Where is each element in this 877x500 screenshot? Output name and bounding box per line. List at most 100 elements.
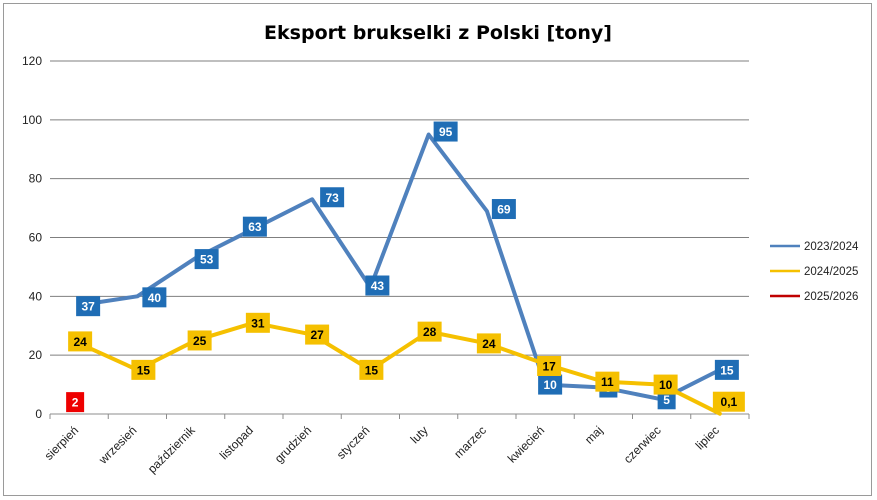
data-label-text: 17 [542, 359, 556, 373]
data-label-2023-2024: 37 [76, 296, 101, 317]
data-label-2023-2024: 15 [714, 359, 739, 380]
y-tick-label: 20 [29, 348, 43, 362]
data-label-2023-2024: 95 [433, 121, 458, 142]
data-label-box [417, 321, 442, 342]
data-label-box [653, 374, 678, 395]
y-tick-label: 120 [22, 54, 42, 68]
x-tick-label: wrzesień [95, 423, 139, 467]
data-label-2023-2024: 69 [491, 199, 516, 220]
data-label-2024-2025: 11 [595, 371, 620, 392]
legend-label: 2023/2024 [804, 241, 859, 253]
data-label-box [433, 121, 458, 142]
y-tick-label: 100 [22, 113, 42, 127]
x-tick-label: październik [145, 423, 199, 477]
data-label-box [66, 392, 85, 413]
y-tick-label: 80 [29, 172, 43, 186]
data-label-box [187, 330, 212, 351]
x-axis-ticks: sierpień wrzesień październik listopad grudz… [42, 423, 722, 477]
data-label-text: 2 [72, 396, 79, 410]
data-label-text: 15 [720, 363, 734, 377]
data-label-box [712, 391, 745, 412]
data-label-box [476, 333, 501, 354]
data-label-2024-2025: 31 [245, 312, 270, 333]
x-tick-label: styczeń [334, 423, 373, 462]
data-label-2023-2024: 63 [242, 216, 267, 237]
data-label-2025-2026: 2 [66, 392, 85, 413]
series-line-2024-2025 [77, 320, 722, 416]
data-label-2024-2025: 27 [305, 324, 330, 345]
y-tick-label: 40 [29, 289, 43, 303]
data-label-text: 24 [73, 335, 87, 349]
x-tick-label: kwiecień [505, 423, 547, 465]
data-label-2024-2025: 15 [131, 359, 156, 380]
x-tick-label: maj [582, 423, 606, 447]
data-label-box [131, 359, 156, 380]
data-label-box [76, 296, 101, 317]
data-label-box [242, 216, 267, 237]
data-label-text: 15 [365, 363, 379, 377]
data-label-2024-2025: 28 [417, 321, 442, 342]
data-label-2024-2025: 15 [359, 359, 384, 380]
data-label-text: 31 [251, 316, 265, 330]
data-label-2023-2024: 43 [365, 275, 390, 296]
data-label-2023-2024: 73 [320, 187, 345, 208]
data-label-2024-2025: 24 [476, 333, 501, 354]
data-label-box [194, 249, 219, 270]
data-label-text: 11 [601, 375, 614, 389]
legend-label: 2024/2025 [804, 266, 858, 278]
series-lines [77, 132, 722, 416]
data-label-text: 40 [148, 291, 162, 305]
data-label-text: 69 [497, 203, 511, 217]
line-chart: Eksport brukselki z Polski [tony] 0 20 40 6… [22, 22, 859, 477]
x-tick-label: lipiec [693, 423, 722, 452]
data-label-box [537, 355, 562, 376]
data-label-box [538, 374, 563, 395]
data-label-box [359, 359, 384, 380]
data-label-box [714, 359, 739, 380]
data-label-2024-2025: 24 [68, 331, 93, 352]
chart-frame: Eksport brukselki z Polski [tony] 0 20 40 6… [3, 3, 872, 496]
data-label-text: 63 [248, 220, 262, 234]
x-tick-label: listopad [217, 423, 256, 462]
data-label-box [491, 199, 516, 220]
data-label-2023-2024: 53 [194, 249, 219, 270]
data-label-box [595, 371, 620, 392]
data-label-text: 24 [482, 337, 496, 351]
data-label-text: 95 [439, 125, 453, 139]
data-labels: 3740536373439569109515241525312715282417… [66, 121, 745, 413]
data-label-text: 73 [325, 191, 339, 205]
data-label-2023-2024: 10 [538, 374, 563, 395]
y-tick-label: 0 [35, 407, 42, 421]
data-label-text: 37 [81, 300, 95, 314]
x-tick-label: luty [408, 423, 431, 446]
legend: 2023/2024 2024/2025 2025/2026 [770, 241, 859, 303]
x-tick-label: czerwiec [621, 423, 664, 466]
data-label-text: 43 [371, 279, 385, 293]
data-label-2024-2025: 25 [187, 330, 212, 351]
data-label-text: 10 [543, 378, 557, 392]
data-label-text: 0,1 [721, 395, 738, 409]
data-label-box [305, 324, 330, 345]
data-label-text: 28 [423, 325, 437, 339]
data-label-box [245, 312, 270, 333]
data-label-text: 15 [137, 363, 151, 377]
data-label-2024-2025: 0,1 [712, 391, 745, 412]
series-line-2023-2024 [77, 132, 722, 402]
data-label-text: 10 [659, 378, 673, 392]
data-label-2023-2024: 40 [142, 287, 167, 308]
data-label-box [142, 287, 167, 308]
chart-title: Eksport brukselki z Polski [tony] [264, 22, 612, 44]
data-label-text: 27 [310, 328, 324, 342]
x-tick-label: marzec [451, 423, 489, 461]
data-label-2024-2025: 10 [653, 374, 678, 395]
data-label-text: 5 [663, 393, 670, 407]
legend-label: 2025/2026 [804, 291, 858, 303]
data-label-text: 25 [193, 334, 207, 348]
y-tick-label: 60 [29, 231, 43, 245]
x-tick-label: sierpień [42, 423, 82, 463]
y-axis-ticks: 0 20 40 60 80 100 120 [22, 54, 42, 421]
data-label-box [365, 275, 390, 296]
data-label-text: 53 [200, 253, 214, 267]
x-tick-label: grudzień [272, 423, 314, 465]
data-label-box [68, 331, 93, 352]
